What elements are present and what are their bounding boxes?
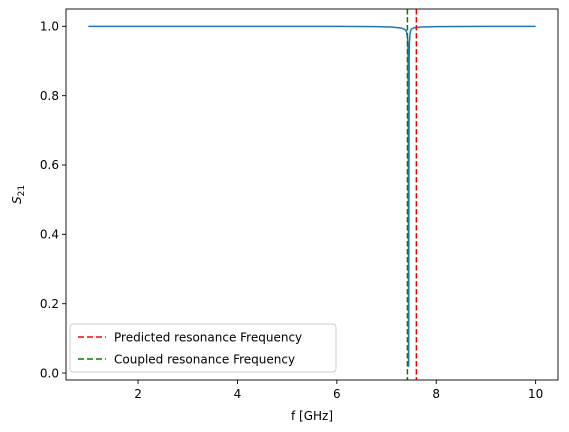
legend: Predicted resonance Frequency Coupled re… — [69, 323, 337, 373]
y-axis: 0.0 0.2 0.4 0.6 0.8 1.0 — [40, 20, 66, 380]
y-tick-label: 1.0 — [40, 20, 59, 34]
legend-label-predicted: Predicted resonance Frequency — [114, 331, 302, 345]
x-tick-label: 4 — [234, 387, 242, 401]
legend-box — [69, 323, 337, 373]
chart-marks — [88, 9, 536, 380]
x-tick-label: 6 — [333, 387, 341, 401]
x-tick-label: 2 — [134, 387, 142, 401]
plot-frame — [65, 8, 559, 381]
x-tick-label: 10 — [528, 387, 543, 401]
y-axis-label-subscript: 21 — [17, 185, 27, 196]
y-tick-label: 0.4 — [40, 228, 59, 242]
y-tick-label: 0.0 — [40, 366, 59, 380]
plot-area — [88, 9, 536, 380]
x-axis-label: f [GHz] — [291, 409, 333, 423]
legend-label-coupled: Coupled resonance Frequency — [114, 353, 295, 367]
y-axis-label-base: S — [10, 196, 24, 204]
y-tick-label: 0.8 — [40, 89, 59, 103]
x-tick-label: 8 — [432, 387, 440, 401]
x-axis: 2 4 6 8 10 — [134, 380, 543, 401]
y-tick-label: 0.6 — [40, 158, 59, 172]
y-axis-label: S21 — [10, 185, 27, 204]
y-tick-label: 0.2 — [40, 297, 59, 311]
